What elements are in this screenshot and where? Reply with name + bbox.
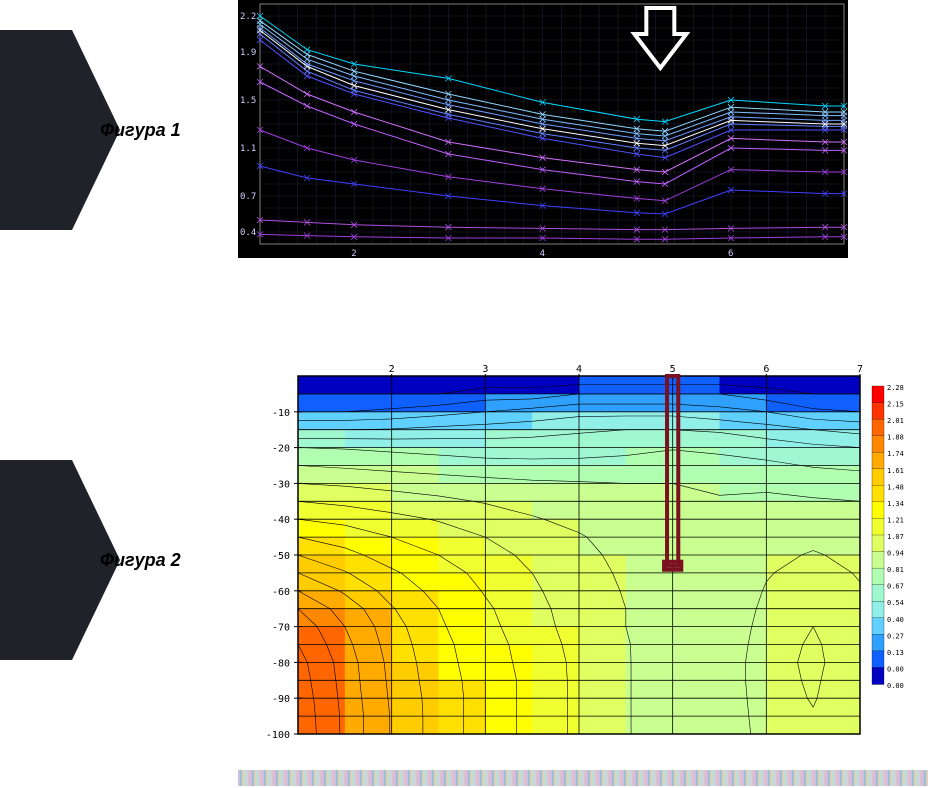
svg-text:0.13: 0.13 (887, 649, 904, 657)
svg-text:7: 7 (857, 364, 863, 375)
svg-text:1.88: 1.88 (887, 434, 904, 442)
svg-text:0.54: 0.54 (887, 599, 904, 607)
svg-text:1.1: 1.1 (240, 144, 256, 154)
svg-text:-20: -20 (272, 444, 290, 455)
svg-text:2.2: 2.2 (240, 12, 256, 22)
svg-text:1.9: 1.9 (240, 48, 256, 58)
svg-text:3: 3 (482, 364, 488, 375)
svg-text:6: 6 (728, 249, 733, 258)
fig2-chart: 2 3 4 5 6 7 -10 -20 -30 -40 -50 -60 -70 -80 -90 -100 2.2… (240, 360, 920, 740)
fig2-svg: 2 3 4 5 6 7 -10 -20 -30 -40 -50 -60 -70 -80 -90 -100 2.2… (240, 360, 920, 740)
svg-text:-50: -50 (272, 551, 290, 562)
svg-text:6: 6 (763, 364, 769, 375)
svg-text:0.81: 0.81 (887, 566, 904, 574)
svg-text:0.40: 0.40 (887, 616, 904, 624)
svg-text:2.15: 2.15 (887, 401, 904, 409)
label-fig1: Фигура 1 (100, 120, 181, 141)
svg-text:-60: -60 (272, 587, 290, 598)
svg-text:1.34: 1.34 (887, 500, 904, 508)
svg-text:5: 5 (670, 364, 676, 375)
svg-text:2: 2 (351, 249, 356, 258)
noise-strip (238, 770, 928, 786)
svg-text:4: 4 (540, 249, 545, 258)
svg-text:0.94: 0.94 (887, 550, 904, 558)
svg-text:-40: -40 (272, 515, 290, 526)
svg-text:2.28: 2.28 (887, 384, 904, 392)
label-fig2: Фигура 2 (100, 550, 181, 571)
svg-text:2.01: 2.01 (887, 417, 904, 425)
fig1-svg: 0.4 0.7 1.1 1.5 1.9 2.2 2 4 6 (238, 0, 848, 258)
svg-text:1.07: 1.07 (887, 533, 904, 541)
svg-text:1.5: 1.5 (240, 96, 256, 106)
svg-text:0.67: 0.67 (887, 583, 904, 591)
svg-text:-80: -80 (272, 658, 290, 669)
fig1-chart: 0.4 0.7 1.1 1.5 1.9 2.2 2 4 6 (238, 0, 848, 258)
svg-text:-30: -30 (272, 479, 290, 490)
svg-text:1.61: 1.61 (887, 467, 904, 475)
svg-text:4: 4 (576, 364, 582, 375)
svg-text:2: 2 (389, 364, 395, 375)
svg-text:1.74: 1.74 (887, 450, 904, 458)
svg-text:0.27: 0.27 (887, 632, 904, 640)
svg-text:-70: -70 (272, 623, 290, 634)
svg-text:-10: -10 (272, 408, 290, 419)
svg-text:0.4: 0.4 (240, 228, 256, 238)
svg-text:0.00: 0.00 (887, 682, 904, 690)
svg-text:0.00: 0.00 (887, 665, 904, 673)
svg-text:1.21: 1.21 (887, 516, 904, 524)
svg-text:-100: -100 (266, 730, 290, 740)
svg-text:1.48: 1.48 (887, 483, 904, 491)
svg-text:0.7: 0.7 (240, 192, 256, 202)
svg-text:-90: -90 (272, 694, 290, 705)
